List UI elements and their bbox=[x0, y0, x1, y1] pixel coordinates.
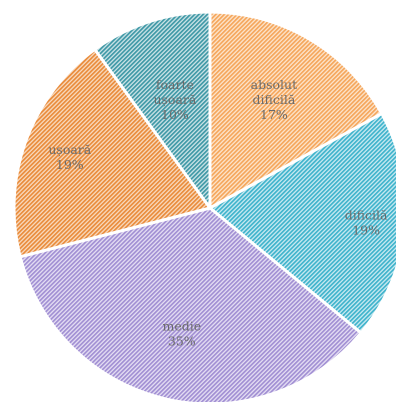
pie-slice-0 bbox=[208, 10, 384, 210]
slice-label-line: foarte bbox=[156, 77, 194, 92]
labels-layer: absolut dificilă 17%dificilă 19%medie 35%ușo… bbox=[48, 77, 388, 349]
slice-label-1: dificilă 19% bbox=[345, 207, 388, 237]
slice-label-line: 19% bbox=[352, 222, 380, 237]
slice-label-line: ușoară bbox=[48, 142, 91, 157]
slice-label-line: dificilă bbox=[253, 92, 296, 107]
slices-layer bbox=[12, 10, 396, 402]
pie-slice-4 bbox=[93, 10, 212, 210]
slice-label-line: 10% bbox=[161, 107, 189, 122]
slice-label-line: 17% bbox=[260, 107, 288, 122]
pie-slice-1 bbox=[208, 112, 396, 335]
slice-label-line: dificilă bbox=[345, 207, 388, 222]
slice-label-0: absolut dificilă 17% bbox=[251, 77, 297, 122]
slice-label-line: 19% bbox=[56, 157, 84, 172]
pie-slice-3 bbox=[12, 47, 212, 259]
slice-label-line: 35% bbox=[168, 334, 196, 349]
slice-label-line: medie bbox=[162, 319, 201, 334]
slice-label-line: absolut bbox=[251, 77, 297, 92]
slice-label-3: ușoară 19% bbox=[48, 142, 91, 172]
slice-label-line: ușoară bbox=[153, 92, 196, 107]
slice-label-2: medie 35% bbox=[162, 319, 201, 349]
pie-slice-2 bbox=[18, 206, 363, 402]
slice-label-4: foarte ușoară 10% bbox=[153, 77, 196, 122]
